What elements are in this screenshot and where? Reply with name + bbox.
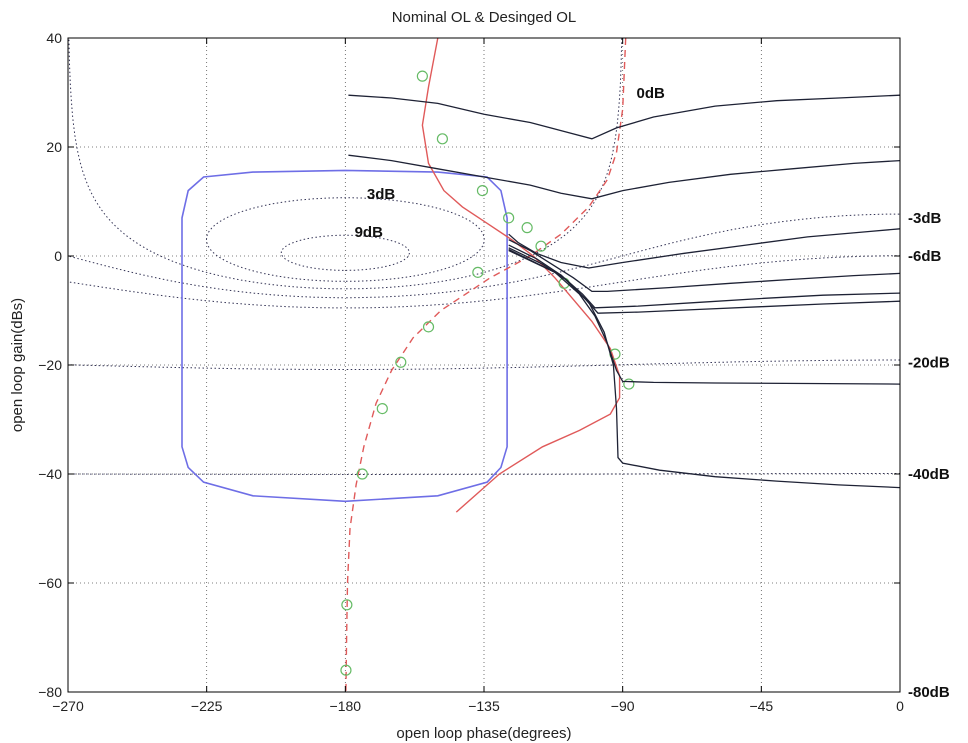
data-marker [521,222,533,234]
x-tick-label: −270 [52,698,84,714]
template-line [348,154,901,200]
y-tick-label: −60 [38,575,62,591]
x-tick-label: −135 [468,698,500,714]
x-tick-label: −180 [330,698,362,714]
nichols-contour [68,255,345,299]
template-line [508,239,901,293]
data-marker [503,212,515,224]
nichols-contour [346,213,900,299]
template-line [348,94,901,140]
label-layer: 0dB 3dB 9dB -3dB -6dB -20dB -40dB -80dB [355,85,950,701]
template-line [508,249,901,489]
data-marker [476,185,489,197]
template-line [508,244,901,309]
x-tick-label: −90 [611,698,635,714]
contour-label: -40dB [908,466,950,483]
data-marker [340,664,352,676]
contour-label: 0dB [637,85,666,102]
x-axis-label: open loop phase(degrees) [396,725,571,742]
data-marker [376,403,388,415]
contour-label: -3dB [908,210,942,227]
y-tick-label: −20 [38,357,62,373]
nominal-ol-line [421,37,621,513]
nichols-contour [68,364,344,370]
template-line [508,248,901,385]
nichols-contour [346,473,900,475]
data-marker [422,321,435,333]
series-layer [181,37,901,693]
y-tick-label: 40 [46,30,62,46]
y-tick-label: −80 [38,684,62,700]
nichols-contour [346,359,900,370]
nichols-contour [68,281,345,309]
y-axis-label: open loop gain(dBs) [9,298,26,432]
grid-layer [68,38,900,692]
nichols-contour [68,38,345,290]
performance-bound-line [181,169,508,503]
x-tick-label: −225 [191,698,223,714]
data-marker [472,266,484,278]
data-marker [356,468,368,480]
data-marker [416,70,428,82]
data-marker [436,133,448,145]
x-tick-label: −45 [749,698,773,714]
nichols-grid-layer [68,38,900,475]
template-line [508,228,901,269]
chart-title: Nominal OL & Desinged OL [392,9,577,26]
y-tick-label: 20 [46,139,62,155]
contour-label: 9dB [355,224,384,241]
contour-label: -80dB [908,684,950,701]
nichols-contour [346,255,900,309]
y-tick-label: 0 [54,248,62,264]
tick-layer: −270 −225 −180 −135 −90 −45 0 −80 −60 −40 −20 0 20 40 [38,30,904,714]
x-tick-label: 0 [896,698,904,714]
nichols-contour [68,473,344,475]
contour-label: 3dB [367,186,396,203]
nichols-contour [280,234,410,271]
data-marker [535,240,547,252]
contour-label: -20dB [908,354,950,371]
data-marker [395,356,407,368]
designed-ol-line [345,37,627,693]
contour-label: -6dB [908,248,942,265]
data-marker [623,378,635,390]
y-tick-label: −40 [38,466,62,482]
nichols-contour [206,197,485,282]
data-marker [341,599,353,611]
